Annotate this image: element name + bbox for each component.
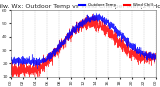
Title: Milw. Wx: Outdoor Temp vs Wind Chill per Min (24 Hours): Milw. Wx: Outdoor Temp vs Wind Chill per… — [0, 4, 160, 9]
Legend: Outdoor Temp, Wind Chill: Outdoor Temp, Wind Chill — [78, 2, 154, 9]
